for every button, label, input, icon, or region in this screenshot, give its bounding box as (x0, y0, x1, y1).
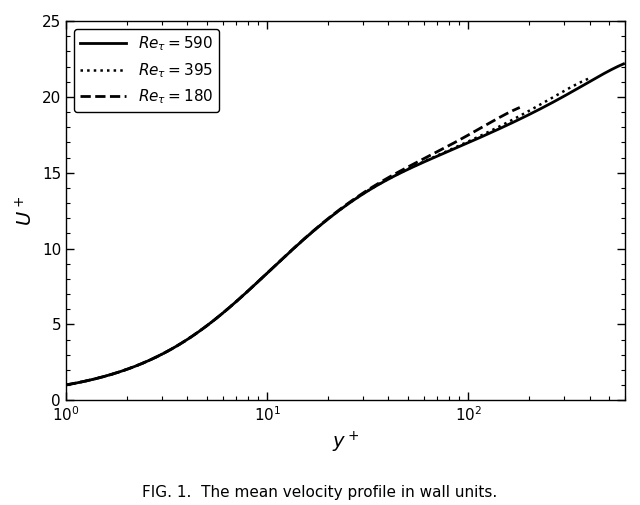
$Re_{\tau} = 590$ (390, 173, 398, 179)
$Re_{\tau} = 590$ (62, 382, 70, 388)
Y-axis label: $U^+$: $U^+$ (15, 195, 36, 226)
$Re_{\tau} = 180$ (268, 266, 275, 272)
$Re_{\tau} = 180$ (62, 382, 70, 388)
$Re_{\tau} = 395$ (411, 163, 419, 169)
$Re_{\tau} = 590$ (620, 61, 627, 67)
$Re_{\tau} = 180$ (179, 339, 186, 345)
$Re_{\tau} = 180$ (516, 105, 524, 111)
$Re_{\tau} = 590$ (314, 224, 322, 230)
$Re_{\tau} = 590$ (435, 153, 442, 159)
$Re_{\tau} = 395$ (196, 328, 204, 334)
$Re_{\tau} = 590$ (205, 321, 213, 327)
Line: $Re_{\tau} = 395$: $Re_{\tau} = 395$ (66, 79, 588, 385)
$Re_{\tau} = 180$ (365, 186, 373, 192)
Line: $Re_{\tau} = 180$: $Re_{\tau} = 180$ (66, 108, 520, 385)
$Re_{\tau} = 590$ (482, 132, 490, 138)
$Re_{\tau} = 395$ (370, 184, 378, 190)
$Re_{\tau} = 395$ (298, 238, 306, 244)
Legend: $Re_{\tau} = 590$, $Re_{\tau} = 395$, $Re_{\tau} = 180$: $Re_{\tau} = 590$, $Re_{\tau} = 395$, $R… (74, 29, 220, 112)
$Re_{\tau} = 180$ (143, 359, 150, 365)
Line: $Re_{\tau} = 590$: $Re_{\tau} = 590$ (66, 64, 623, 385)
$Re_{\tau} = 395$ (584, 76, 592, 82)
$Re_{\tau} = 590$ (161, 350, 168, 356)
Text: FIG. 1.  The mean velocity profile in wall units.: FIG. 1. The mean velocity profile in wal… (142, 485, 498, 500)
$Re_{\tau} = 395$ (62, 382, 70, 388)
$Re_{\tau} = 395$ (155, 353, 163, 359)
X-axis label: $y^+$: $y^+$ (332, 429, 359, 454)
$Re_{\tau} = 180$ (404, 164, 412, 170)
$Re_{\tau} = 395$ (456, 142, 463, 148)
$Re_{\tau} = 180$ (330, 211, 337, 217)
